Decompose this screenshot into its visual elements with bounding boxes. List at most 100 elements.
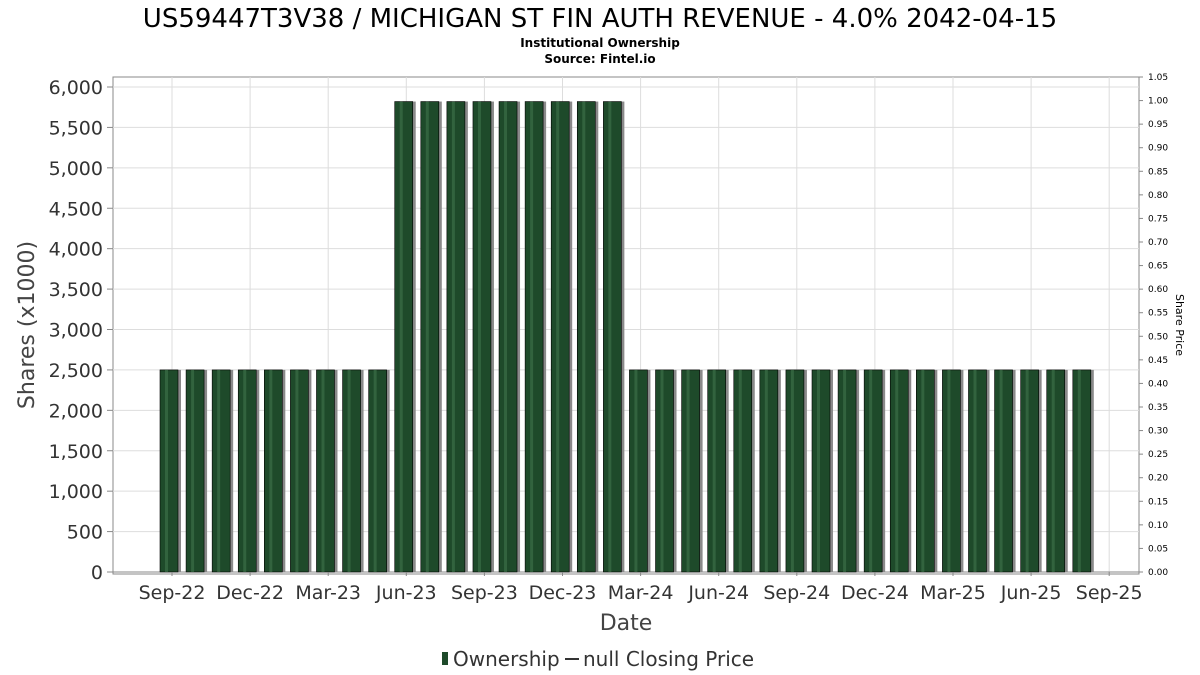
bar: [1020, 369, 1042, 573]
y2-tick-label: 0.90: [1148, 144, 1168, 154]
bar: [1072, 369, 1094, 573]
bar: [342, 369, 364, 573]
bar-highlight: [1077, 369, 1081, 572]
y-tick-label: 500: [67, 522, 103, 544]
bar-highlight: [582, 101, 586, 573]
bar-body: [316, 369, 335, 573]
bar: [550, 101, 573, 573]
bar-body: [707, 369, 726, 573]
bar-highlight: [1051, 369, 1055, 572]
legend-label-ownership: Ownership: [453, 647, 560, 671]
x-tick-label: Sep-22: [139, 582, 206, 604]
bar-highlight: [608, 101, 612, 573]
x-tick-label: Dec-24: [841, 582, 909, 604]
y2-axis-ticks: 0.00 0.05 0.10 0.15 0.20 0.25 0.30 0.35 0.40 0.45…: [1139, 73, 1168, 578]
y-tick-label: 2,500: [49, 360, 103, 382]
x-tick-label: Sep-25: [1076, 582, 1143, 604]
bar-body: [1072, 369, 1092, 573]
y2-tick-label: 0.80: [1148, 191, 1168, 201]
bar-body: [211, 369, 231, 573]
bar-highlight: [477, 101, 481, 573]
x-tick-label: Jun-23: [375, 582, 437, 604]
y2-tick-label: 1.00: [1148, 97, 1168, 107]
legend-label-closing-price: null Closing Price: [583, 647, 754, 671]
bar-highlight: [634, 369, 638, 572]
bar: [603, 101, 625, 573]
bar-highlight: [764, 369, 768, 572]
bar-highlight: [269, 369, 273, 572]
bar-highlight: [1025, 369, 1029, 572]
x-axis-ticks: Sep-22 Dec-22 Mar-23 Jun-23 Sep-23 Dec-23 Mar-…: [139, 572, 1143, 604]
bar-highlight: [895, 369, 899, 572]
bar-body: [394, 101, 414, 573]
bar: [576, 101, 599, 573]
y-tick-label: 2,000: [49, 400, 103, 422]
bar-body: [629, 369, 648, 573]
bar-body: [498, 101, 518, 573]
y2-tick-label: 0.30: [1148, 427, 1168, 437]
bar-body: [889, 369, 909, 573]
bar-highlight: [399, 101, 403, 573]
bar-body: [237, 369, 257, 573]
y-tick-label: 0: [91, 562, 103, 584]
y2-tick-label: 0.10: [1148, 521, 1168, 531]
bar-highlight: [165, 369, 168, 572]
bar: [733, 369, 755, 573]
bar: [498, 101, 521, 573]
bar-body: [185, 369, 205, 573]
bar: [524, 101, 547, 573]
bar-body: [863, 369, 883, 573]
bar-body: [759, 369, 779, 573]
bar-series: [159, 101, 1094, 573]
y-tick-label: 4,000: [49, 239, 103, 261]
bar-body: [968, 369, 987, 573]
y2-tick-label: 0.20: [1148, 474, 1168, 484]
y2-tick-label: 1.05: [1148, 73, 1168, 83]
bar: [237, 369, 260, 573]
bar-highlight: [217, 369, 221, 572]
y2-tick-label: 0.70: [1148, 238, 1168, 248]
bar-body: [837, 369, 857, 573]
bar-highlight: [790, 369, 794, 572]
bar: [420, 101, 442, 573]
y2-tick-label: 0.45: [1148, 356, 1168, 366]
bar-body: [550, 101, 570, 573]
chart-title: US59447T3V38 / MICHIGAN ST FIN AUTH REVE…: [143, 4, 1057, 34]
bar: [1046, 369, 1068, 573]
y2-tick-label: 0.60: [1148, 285, 1168, 295]
bar-highlight: [451, 101, 455, 573]
bar-highlight: [321, 369, 325, 572]
x-axis-label: Date: [600, 611, 653, 636]
y2-tick-label: 0.75: [1148, 214, 1168, 224]
x-tick-label: Mar-25: [920, 582, 986, 604]
y2-tick-label: 0.40: [1148, 379, 1168, 389]
legend-swatch-ownership: [442, 652, 448, 665]
bar-highlight: [504, 101, 508, 573]
chart-source: Source: Fintel.io: [544, 52, 655, 66]
y-axis-ticks: 0 500 1,000 1,500 2,000 2,500 3,000 3,500 4,000 4…: [49, 77, 113, 584]
bar-body: [655, 369, 674, 573]
bar-body: [290, 369, 309, 573]
bar-body: [524, 101, 544, 573]
bar: [889, 369, 912, 573]
bar-highlight: [660, 369, 664, 572]
bar-highlight: [973, 369, 977, 572]
bar-highlight: [530, 101, 534, 573]
x-tick-label: Mar-23: [295, 582, 361, 604]
bar-highlight: [347, 369, 351, 572]
y2-tick-label: 0.55: [1148, 309, 1168, 319]
y-tick-label: 6,000: [49, 77, 103, 99]
bar-highlight: [556, 101, 560, 573]
x-tick-label: Dec-22: [216, 582, 284, 604]
bar: [837, 369, 860, 573]
bar-highlight: [921, 369, 925, 572]
y-tick-label: 3,000: [49, 320, 103, 342]
bar-highlight: [843, 369, 847, 572]
x-tick-label: Sep-24: [763, 582, 830, 604]
y2-axis-label: Share Price: [1173, 294, 1186, 356]
bar-body: [264, 369, 283, 573]
bar: [472, 101, 494, 573]
legend: Ownership null Closing Price: [442, 647, 754, 671]
y2-tick-label: 0.15: [1148, 497, 1168, 507]
